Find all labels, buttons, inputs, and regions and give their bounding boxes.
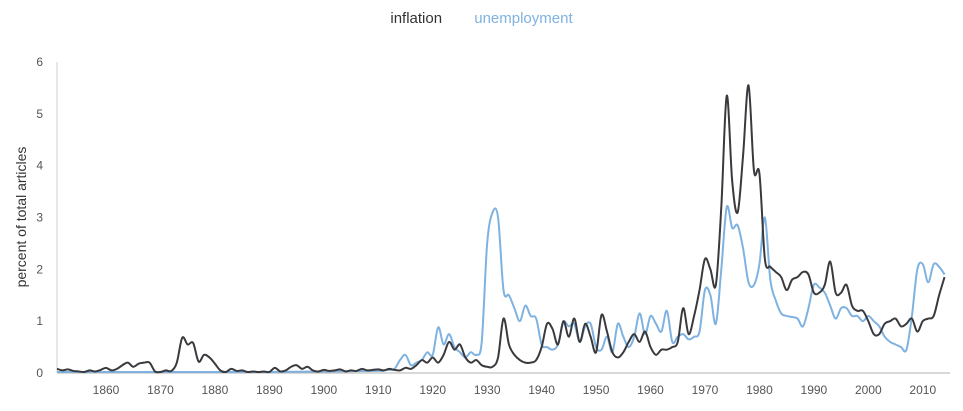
y-tick-label-4: 4 <box>36 159 43 173</box>
x-tick-label-1920: 1920 <box>419 383 446 397</box>
x-tick-label-1930: 1930 <box>474 383 501 397</box>
x-tick-label-1910: 1910 <box>365 383 392 397</box>
series-lines <box>56 84 946 374</box>
x-tick-label-1900: 1900 <box>310 383 337 397</box>
y-tick-label-1: 1 <box>36 314 43 328</box>
series-line-inflation <box>56 84 946 374</box>
y-tick-label-0: 0 <box>36 366 43 380</box>
y-tick-label-6: 6 <box>36 55 43 69</box>
y-axis-ticks: 0 1 2 3 4 5 6 <box>36 55 43 380</box>
x-tick-label-1870: 1870 <box>147 383 174 397</box>
y-axis-label: percent of total articles <box>13 147 29 288</box>
x-tick-label-1860: 1860 <box>93 383 120 397</box>
x-tick-label-1970: 1970 <box>692 383 719 397</box>
x-tick-label-1990: 1990 <box>801 383 828 397</box>
legend: inflation unemployment <box>0 10 963 27</box>
x-tick-label-1980: 1980 <box>746 383 773 397</box>
x-tick-label-2010: 2010 <box>909 383 936 397</box>
y-tick-label-2: 2 <box>36 262 43 276</box>
x-tick-label-1880: 1880 <box>202 383 229 397</box>
x-tick-label-1960: 1960 <box>637 383 664 397</box>
legend-item-inflation[interactable]: inflation <box>390 10 443 27</box>
x-axis-ticks: 1860 1870 1880 1890 1900 1910 1920 1930 1940 1950… <box>93 383 937 397</box>
x-tick-label-1890: 1890 <box>256 383 283 397</box>
x-tick-label-2000: 2000 <box>855 383 882 397</box>
legend-item-unemployment[interactable]: unemployment <box>474 10 573 27</box>
y-tick-label-3: 3 <box>36 211 43 225</box>
y-tick-label-5: 5 <box>36 107 43 121</box>
x-tick-label-1950: 1950 <box>583 383 610 397</box>
series-line-unemployment <box>56 204 946 373</box>
x-tick-label-1940: 1940 <box>528 383 555 397</box>
